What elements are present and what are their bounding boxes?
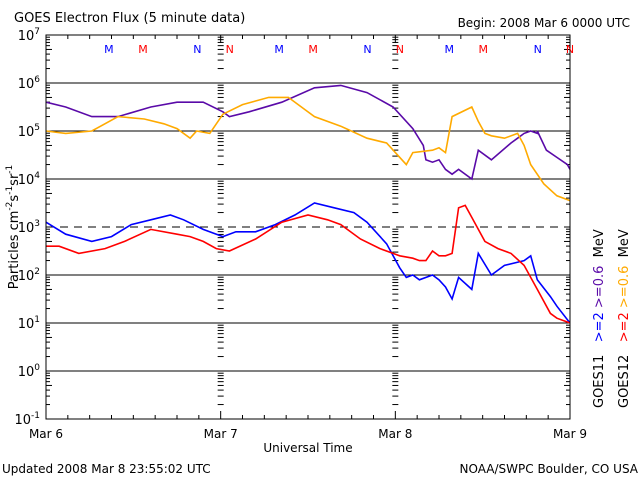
y-tick-label: 104 [18,171,41,188]
event-marker: N [226,43,234,56]
legend: GOES11 >=2 >=0.6 MeV GOES12 >=2 >=0.6 MeV [592,229,632,408]
chart-title: GOES Electron Flux (5 minute data) [14,11,245,26]
y-tick-label: 101 [18,315,40,332]
series-line-3 [46,204,570,324]
event-marker: N [193,43,201,56]
legend-row-goes12: GOES12 >=2 >=0.6 MeV [617,229,632,408]
series-line-1 [46,96,570,202]
source-credit: NOAA/SWPC Boulder, CO USA [460,462,639,476]
plot-frame [45,34,571,420]
axis-ticks [45,35,571,420]
event-marker: N [566,43,574,56]
legend-row-goes11: GOES11 >=2 >=0.6 MeV [592,229,607,408]
event-marker: M [274,43,284,56]
y-tick-label: 107 [18,27,40,44]
x-tick-label: Mar 6 [29,427,63,441]
event-marker: M [478,43,488,56]
y-tick-labels: 107 106 105 104 103 102 101 100 10-1 [14,27,40,428]
event-marker: M [308,43,318,56]
begin-label: Begin: 2008 Mar 6 0000 UTC [458,16,630,30]
y-tick-label: 103 [18,219,40,236]
y-tick-label: 10-1 [14,411,40,428]
event-marker: N [363,43,371,56]
y-tick-label: 100 [18,363,41,380]
x-axis-label: Universal Time [263,441,352,455]
updated-timestamp: Updated 2008 Mar 8 23:55:02 UTC [2,462,211,476]
grid-lines [46,82,570,372]
x-tick-label: Mar 7 [204,427,238,441]
x-tick-labels: Mar 6 Mar 7 Mar 8 Mar 9 [29,427,587,441]
event-marker: N [534,43,542,56]
x-tick-label: Mar 8 [378,427,412,441]
series-line-0 [46,84,570,181]
event-marker: M [444,43,454,56]
event-marker: M [138,43,148,56]
x-tick-label: Mar 9 [553,427,587,441]
y-tick-label: 106 [18,75,41,92]
y-axis-label: Particles cm-2s-1sr-1 [5,165,22,290]
y-tick-label: 105 [18,123,40,140]
event-marker: M [104,43,114,56]
series-lines [46,84,570,324]
event-marker: N [396,43,404,56]
y-tick-label: 102 [18,267,40,284]
series-line-2 [46,202,570,324]
